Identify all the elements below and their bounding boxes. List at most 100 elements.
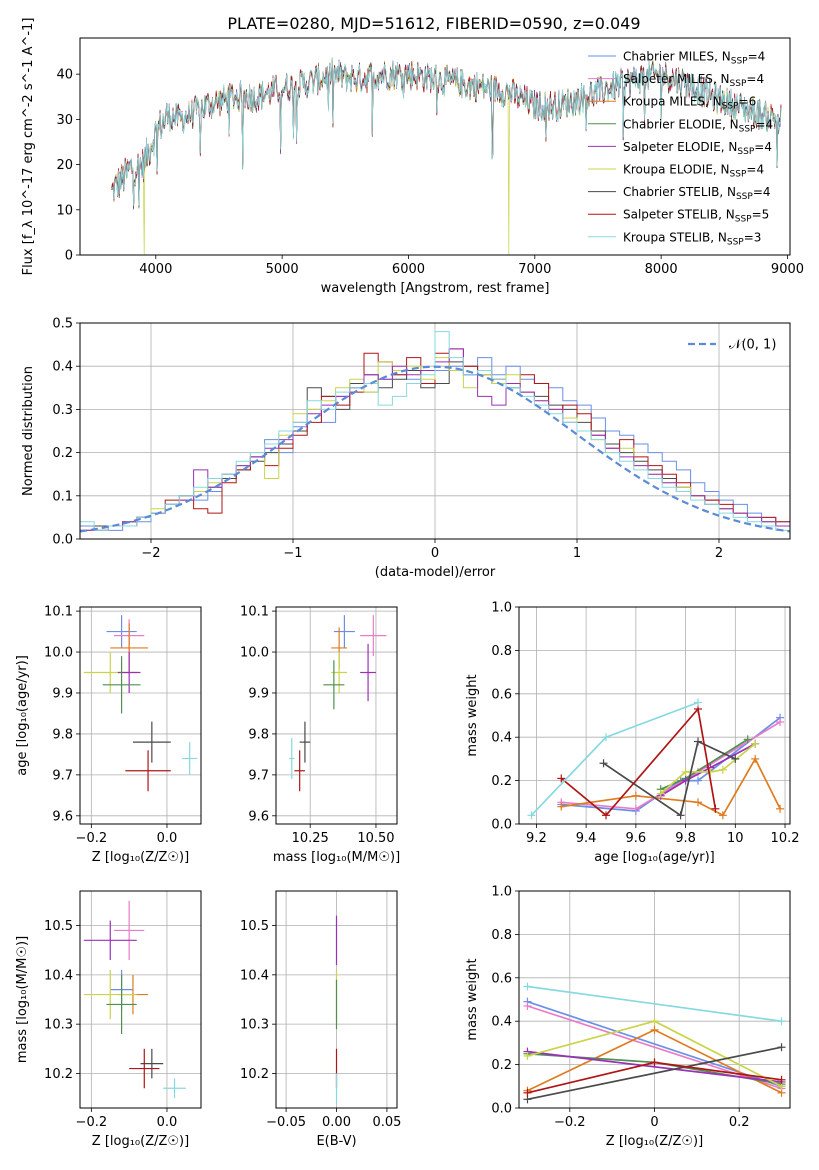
y-tick-label: 0.4 xyxy=(52,360,73,375)
legend-entry: Salpeter STELIB, NSSP=5 xyxy=(623,208,769,225)
y-tick-label: 10 xyxy=(56,203,73,218)
y-axis-label: age [log₁₀(age/yr)] xyxy=(15,655,30,776)
weight-line-salpeter-elodie xyxy=(660,742,756,797)
weight-marker xyxy=(694,776,703,785)
y-tick-label: 0.0 xyxy=(52,533,73,548)
weight-marker xyxy=(731,754,740,763)
weight-marker xyxy=(650,1058,659,1067)
weight-vs-metallicity-panel: −0.2 0 0.2 0.0 0.2 0.4 0.6 0.8 1.0 Z [log₁₀(Z/Z☉)… xyxy=(465,885,791,1149)
x-tick-label: 9000 xyxy=(771,262,804,277)
errorbar-point-salpeter-stelib xyxy=(294,750,305,792)
figure-title: PLATE=0280, MJD=51612, FIBERID=0590, z=0… xyxy=(227,14,640,33)
weight-marker xyxy=(777,1043,786,1052)
axes-frame xyxy=(518,606,791,825)
weight-marker xyxy=(777,1075,786,1084)
legend-entry: Kroupa STELIB, NSSP=3 xyxy=(623,230,761,247)
spectrum-line-kroupa-miles xyxy=(111,59,587,209)
errorbar-point-salpeter-elodie xyxy=(83,920,137,961)
weight-marker xyxy=(718,811,727,820)
errorbar-point-salpeter-elodie xyxy=(360,643,376,702)
y-tick-label: 10.0 xyxy=(240,646,269,661)
weight-marker xyxy=(631,804,640,813)
axes-frame xyxy=(79,37,791,256)
y-tick-label: 0.4 xyxy=(491,731,512,746)
weight-marker xyxy=(751,754,760,763)
y-tick-label: 1.0 xyxy=(491,885,512,900)
legend: Chabrier MILES, NSSP=4 Salpeter MILES, NS… xyxy=(588,50,773,247)
x-tick-label: 4000 xyxy=(139,262,172,277)
x-tick-label: −0.05 xyxy=(266,1115,306,1130)
y-tick-label: 20 xyxy=(56,158,73,173)
y-tick-label: 10.5 xyxy=(240,919,269,934)
y-axis-label: mass weight xyxy=(465,958,480,1040)
weight-marker xyxy=(681,767,690,776)
y-tick-label: 10.1 xyxy=(240,605,269,620)
y-tick-label: 10.2 xyxy=(240,1067,269,1082)
x-axis-label: Z [log₁₀(Z/Z☉)] xyxy=(92,1134,189,1149)
legend-entry: Chabrier ELODIE, NSSP=4 xyxy=(623,117,773,134)
errorbar-point-chabrier-miles xyxy=(106,615,137,648)
weight-marker xyxy=(557,802,566,811)
weight-line-chabrier-miles xyxy=(561,717,781,812)
y-tick-label: 10.0 xyxy=(44,646,73,661)
errorbar-point-chabrier-elodie xyxy=(106,974,137,1035)
age-vs-mass-panel: 10.25 10.50 9.6 9.7 9.8 9.9 10.0 10.1 mass [log₁… xyxy=(240,605,400,865)
y-tick-label: 0.2 xyxy=(491,774,512,789)
x-axis-label: (data-model)/error xyxy=(375,565,496,580)
legend-entry: Kroupa ELODIE, NSSP=4 xyxy=(623,163,764,180)
x-axis-label: Z [log₁₀(Z/Z☉)] xyxy=(606,1134,703,1149)
y-tick-label: 9.9 xyxy=(248,686,269,701)
errorbar-point-chabrier-elodie xyxy=(102,656,141,714)
axes-frame xyxy=(518,890,791,1109)
axes-frame xyxy=(79,606,202,825)
y-tick-label: 0.3 xyxy=(52,403,73,418)
x-axis-label: mass [log₁₀(M/M☉)] xyxy=(273,850,400,865)
errorbar-point-chabrier-elodie xyxy=(323,660,345,710)
x-tick-label: 0 xyxy=(431,546,439,561)
errorbar-point-salpeter-miles xyxy=(114,900,145,961)
weight-marker xyxy=(599,759,608,768)
errorbar-point-chabrier-stelib xyxy=(132,721,171,763)
histogram-chabrier-miles xyxy=(80,357,790,539)
x-tick-label: 6000 xyxy=(392,262,425,277)
residuals-panel: −2 −1 0 1 2 0.0 0.1 0.2 0.3 0.4 0.5 (data-model)/er… xyxy=(21,317,791,580)
y-tick-label: 0.2 xyxy=(491,1058,512,1073)
weight-marker xyxy=(777,1017,786,1026)
x-tick-label: 0.00 xyxy=(322,1115,351,1130)
x-tick-label: 10.2 xyxy=(771,831,800,846)
x-tick-label: 9.4 xyxy=(576,831,597,846)
y-tick-label: 9.9 xyxy=(52,686,73,701)
mass-vs-metallicity-panel: −0.2 0.0 10.2 10.3 10.4 10.5 Z [log₁₀(Z/Z☉)] ma… xyxy=(15,890,202,1149)
weight-marker xyxy=(650,1017,659,1026)
weight-marker xyxy=(776,804,785,813)
x-tick-label: −0.2 xyxy=(554,1115,586,1130)
errorbar-point-kroupa-stelib xyxy=(182,742,198,775)
y-tick-label: 0.4 xyxy=(491,1015,512,1030)
x-axis-label: age [log₁₀(age/yr)] xyxy=(594,850,715,865)
weight-line-kroupa-stelib xyxy=(527,985,782,1023)
x-tick-label: −0.2 xyxy=(76,831,108,846)
x-tick-label: 5000 xyxy=(266,262,299,277)
weight-marker xyxy=(694,798,703,807)
axes-frame xyxy=(275,606,398,825)
mass-vs-ebv-panel: −0.05 0.00 0.05 10.2 10.3 10.4 10.5 E(B-V) xyxy=(240,890,401,1149)
y-tick-label: 9.8 xyxy=(248,727,269,742)
x-tick-label: −1 xyxy=(283,546,302,561)
y-tick-label: 9.6 xyxy=(248,809,269,824)
weight-marker xyxy=(656,789,665,798)
weight-marker xyxy=(711,804,720,813)
y-tick-label: 0.1 xyxy=(52,489,73,504)
weight-marker xyxy=(650,1025,659,1034)
x-axis-label: Z [log₁₀(Z/Z☉)] xyxy=(92,850,189,865)
spectrum-panel: 4000 5000 6000 7000 8000 9000 0 10 20 30 40 wavelen… xyxy=(21,18,804,296)
y-tick-label: 0 xyxy=(65,249,73,264)
weight-line-kroupa-miles xyxy=(561,757,781,817)
x-tick-label: 2 xyxy=(715,546,723,561)
y-tick-label: 0.0 xyxy=(491,1102,512,1117)
y-tick-label: 0.6 xyxy=(491,687,512,702)
weight-marker xyxy=(631,791,640,800)
axes-frame xyxy=(79,890,202,1109)
axes-frame xyxy=(79,322,791,540)
x-tick-label: 9.8 xyxy=(675,831,696,846)
